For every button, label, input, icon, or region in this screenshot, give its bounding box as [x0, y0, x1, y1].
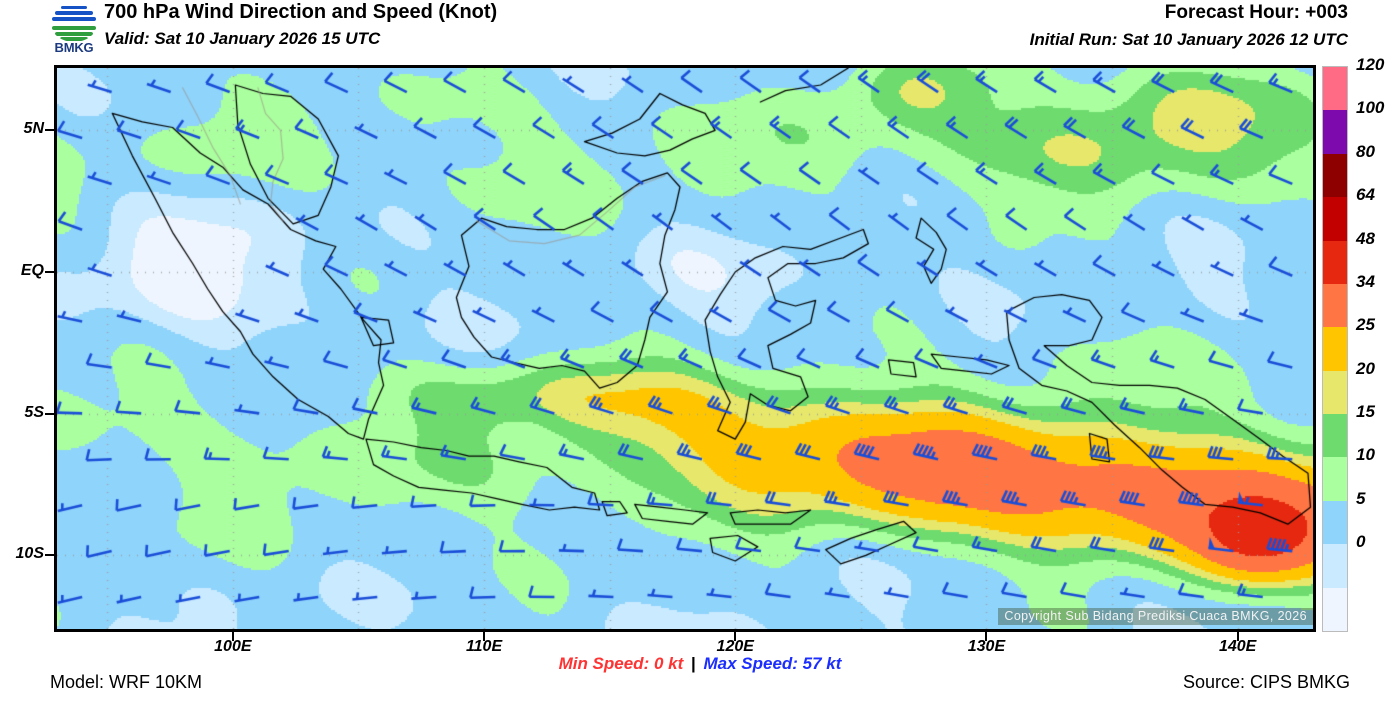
colorbar-band-2	[1323, 500, 1347, 545]
y-axis-label-5n: 5N	[23, 120, 44, 138]
colorbar-band-4	[1323, 414, 1347, 458]
copyright-watermark: Copyright Sub Bidang Prediksi Cuaca BMKG…	[998, 608, 1313, 625]
colorbar-band-12	[1323, 67, 1347, 111]
bmkg-logo-disc	[51, 2, 97, 42]
y-axis-label-eq: EQ	[20, 262, 44, 279]
colorbar-band-11	[1323, 110, 1347, 154]
wind-speed-colorbar	[1322, 66, 1348, 632]
colorbar-band-8	[1323, 240, 1347, 284]
y-axis-label-10s: 10S	[15, 545, 44, 563]
x-axis-tick	[985, 632, 988, 641]
min-speed-value: Min Speed: 0 kt	[558, 654, 684, 673]
bmkg-logo-label: BMKG	[54, 40, 94, 55]
colorbar-label-48: 48	[1356, 228, 1375, 248]
y-axis-tick	[45, 412, 54, 415]
colorbar-label-100: 100	[1356, 98, 1385, 118]
colorbar-band-6	[1323, 327, 1347, 371]
speed-separator: |	[690, 654, 696, 673]
weather-map[interactable]: Copyright Sub Bidang Prediksi Cuaca BMKG…	[54, 65, 1316, 632]
model-label: Model: WRF 10KM	[50, 672, 203, 692]
colorbar-band-1	[1323, 544, 1347, 588]
colorbar-band-5	[1323, 370, 1347, 415]
colorbar-label-10: 10	[1356, 445, 1375, 465]
source-label: Source: CIPS BMKG	[1182, 672, 1350, 692]
colorbar-label-120: 120	[1356, 55, 1385, 74]
x-axis-label-100e: 100E	[214, 638, 252, 655]
wind-field-canvas	[57, 68, 1313, 629]
valid-time-label: Valid: Sat 10 January 2026 15 UTC	[104, 29, 381, 48]
colorbar-band-0	[1323, 587, 1347, 631]
x-axis-tick	[231, 632, 234, 641]
colorbar-label-5: 5	[1356, 488, 1366, 508]
y-axis-tick	[45, 129, 54, 132]
x-axis-label-120e: 120E	[716, 638, 754, 655]
colorbar-label-80: 80	[1356, 141, 1375, 161]
x-axis-tick	[1236, 632, 1239, 641]
y-axis-tick	[45, 554, 54, 557]
colorbar-band-9	[1323, 197, 1347, 241]
colorbar-band-3	[1323, 457, 1347, 501]
header-bar: BMKG 700 hPa Wind Direction and Speed (K…	[0, 0, 1400, 58]
max-speed-value: Max Speed: 57 kt	[703, 654, 842, 673]
colorbar-band-7	[1323, 283, 1347, 328]
colorbar-band-10	[1323, 153, 1347, 198]
colorbar-label-20: 20	[1356, 358, 1375, 378]
colorbar-label-15: 15	[1356, 402, 1375, 422]
bmkg-logo: BMKG	[45, 2, 103, 56]
x-axis-label-130e: 130E	[967, 638, 1006, 655]
footer-bar: Model: WRF 10KM Source: CIPS BMKG Min Sp…	[0, 632, 1400, 709]
forecast-hour-label: Forecast Hour: +003	[1164, 2, 1348, 23]
page-title: 700 hPa Wind Direction and Speed (Knot)	[104, 1, 498, 23]
x-axis-tick	[734, 632, 737, 641]
colorbar-label-34: 34	[1356, 271, 1375, 291]
y-axis-tick	[45, 271, 54, 273]
colorbar-label-0: 0	[1356, 532, 1366, 552]
y-axis-label-5s: 5S	[24, 403, 44, 421]
x-axis-label-110e: 110E	[465, 638, 503, 655]
colorbar-label-64: 64	[1356, 185, 1375, 205]
speed-extremes-label: Min Speed: 0 kt | Max Speed: 57 kt	[0, 654, 1400, 674]
x-axis-label-140e: 140E	[1218, 638, 1257, 655]
x-axis-tick	[483, 632, 486, 641]
initial-run-label: Initial Run: Sat 10 January 2026 12 UTC	[1029, 30, 1348, 49]
colorbar-label-25: 25	[1356, 315, 1375, 335]
